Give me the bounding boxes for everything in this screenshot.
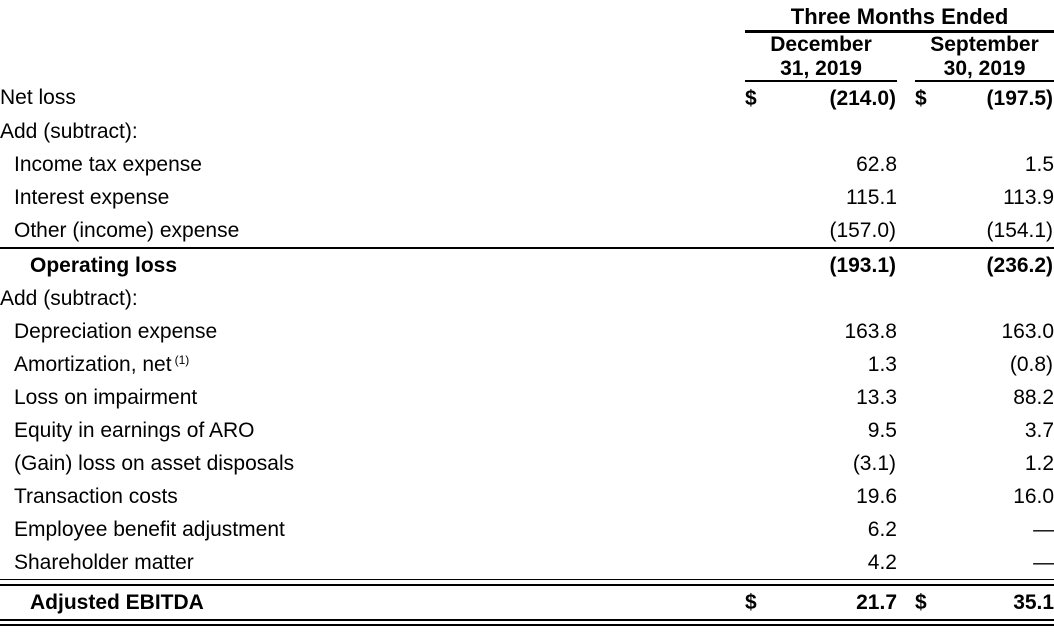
row-label: Shareholder matter <box>14 550 194 574</box>
col-header-september-line1: September <box>930 33 1039 56</box>
value-dec: 163.8 <box>844 319 897 343</box>
table-row-loss-on-impairment: Loss on impairment 13.3 88.2 <box>0 381 1054 414</box>
col-header-december-line1: December <box>770 33 872 56</box>
row-label: Loss on impairment <box>14 385 198 409</box>
table-header-row-title: Three Months Ended <box>0 4 1054 33</box>
value-sep: 163.0 <box>1001 319 1054 343</box>
value-sep: 1.2 <box>1024 451 1054 475</box>
row-label: Net loss <box>0 86 76 110</box>
value-sep: (236.2) <box>986 253 1054 277</box>
table-row-transaction-costs: Transaction costs 19.6 16.0 <box>0 480 1054 513</box>
table-row-operating-loss: Operating loss (193.1) (236.2) <box>0 248 1054 282</box>
col-header-december-line2: 31, 2019 <box>780 56 862 80</box>
table-header-title: Three Months Ended <box>745 4 1054 33</box>
value-sep: 88.2 <box>1013 385 1054 409</box>
table-row-depreciation-expense: Depreciation expense 163.8 163.0 <box>0 315 1054 348</box>
value-dec: 115.1 <box>846 185 897 209</box>
value-dec: (3.1) <box>852 451 896 475</box>
double-rule-below-total <box>0 619 1054 627</box>
value-dec: 21.7 <box>856 590 897 614</box>
row-label: Adjusted EBITDA <box>30 590 204 614</box>
value-sep: 1.5 <box>1024 152 1054 176</box>
rule-above-total <box>0 579 1054 586</box>
row-label: Depreciation expense <box>14 319 218 343</box>
row-label: Equity in earnings of ARO <box>14 418 255 442</box>
row-label: Interest expense <box>14 185 170 209</box>
table-row-net-loss: Net loss $ (214.0) $ (197.5) <box>0 81 1054 115</box>
table-row-interest-expense: Interest expense 115.1 113.9 <box>0 181 1054 214</box>
row-label: Add (subtract): <box>0 286 138 310</box>
value-sep: 16.0 <box>1013 484 1054 508</box>
value-dec: 1.3 <box>867 352 897 376</box>
table-row-other-income-expense: Other (income) expense (157.0) (154.1) <box>0 214 1054 250</box>
value-sep: 3.7 <box>1024 418 1054 442</box>
row-label: Transaction costs <box>14 484 178 508</box>
dollar-sign: $ <box>915 86 927 110</box>
table-row-add-subtract-1: Add (subtract): <box>0 115 1054 148</box>
table-row-add-subtract-2: Add (subtract): <box>0 282 1054 315</box>
table-row-gain-loss-on-asset-disposals: (Gain) loss on asset disposals (3.1) 1.2 <box>0 447 1054 480</box>
value-dec: (214.0) <box>829 86 896 110</box>
dollar-sign: $ <box>745 86 757 110</box>
table-row-amortization-net: Amortization, net (1) 1.3 (0.8) <box>0 348 1054 381</box>
footnote-marker: (1) <box>174 352 190 367</box>
col-header-september: September 30, 2019 <box>915 31 1054 83</box>
table-row-equity-in-earnings-of-aro: Equity in earnings of ARO 9.5 3.7 <box>0 414 1054 447</box>
dollar-sign: $ <box>745 590 757 614</box>
ebitda-reconciliation-table: Three Months Ended December 31, 2019 Sep… <box>0 4 1054 627</box>
row-label: Amortization, net (1) <box>14 352 190 376</box>
value-dec: 9.5 <box>867 418 897 442</box>
value-dec: 13.3 <box>856 385 897 409</box>
row-label: Add (subtract): <box>0 119 138 143</box>
col-header-september-line2: 30, 2019 <box>943 56 1026 80</box>
value-dec: 6.2 <box>867 517 897 541</box>
col-header-december: December 31, 2019 <box>745 31 897 83</box>
table-row-adjusted-ebitda: Adjusted EBITDA $ 21.7 $ 35.1 <box>0 585 1054 620</box>
table-header-row-periods: December 31, 2019 September 30, 2019 <box>0 31 1054 83</box>
row-label: Employee benefit adjustment <box>14 517 285 541</box>
row-label: Operating loss <box>30 253 178 277</box>
table-row-shareholder-matter: Shareholder matter 4.2 — <box>0 546 1054 580</box>
value-sep: (197.5) <box>986 86 1054 110</box>
value-dec: (193.1) <box>829 253 896 277</box>
value-sep: (154.1) <box>945 214 1054 250</box>
row-label: (Gain) loss on asset disposals <box>14 451 295 475</box>
value-sep: (0.8) <box>1009 352 1054 376</box>
row-label: Other (income) expense <box>0 214 745 250</box>
value-sep: — <box>1033 550 1054 574</box>
value-sep: 113.9 <box>1003 185 1054 209</box>
dollar-sign: $ <box>915 590 927 614</box>
value-sep: 35.1 <box>1013 590 1054 614</box>
value-sep: — <box>1033 517 1054 541</box>
table-row-income-tax-expense: Income tax expense 62.8 1.5 <box>0 148 1054 181</box>
row-label: Income tax expense <box>14 152 202 176</box>
value-dec: (157.0) <box>775 214 897 250</box>
value-dec: 19.6 <box>856 484 897 508</box>
value-dec: 62.8 <box>856 152 897 176</box>
value-dec: 4.2 <box>867 550 897 574</box>
table-row-employee-benefit-adjustment: Employee benefit adjustment 6.2 — <box>0 513 1054 546</box>
